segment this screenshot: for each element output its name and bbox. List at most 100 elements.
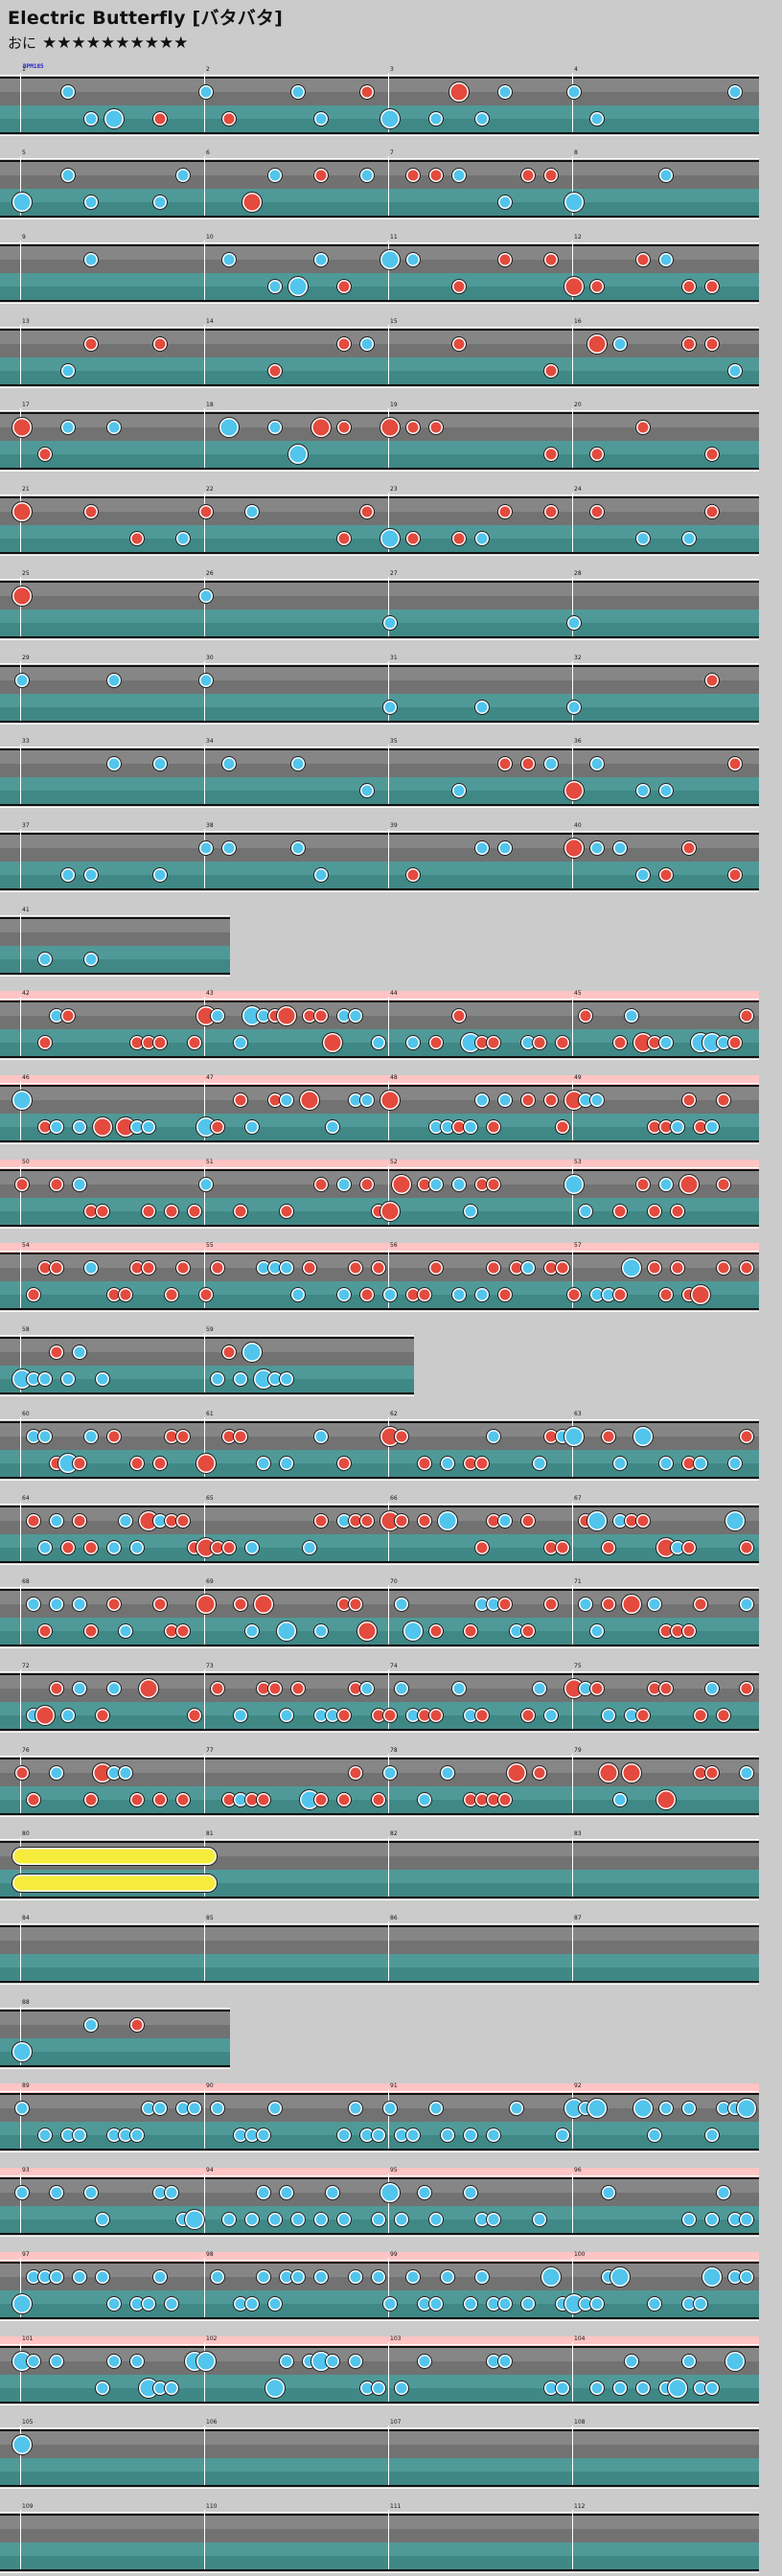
- gogo-time-band: [0, 1160, 759, 1171]
- measure-number: 70: [390, 1578, 398, 1585]
- don-note: [739, 1260, 754, 1276]
- measure-bar-line: [20, 1249, 21, 1308]
- measure-number: 82: [390, 1830, 398, 1837]
- chart-row: 9 10 11 12: [0, 234, 759, 304]
- ka-note: [486, 2128, 501, 2143]
- measure-number: 39: [390, 822, 398, 829]
- measure-number: 55: [206, 1242, 214, 1249]
- ka-note: [37, 952, 53, 967]
- measure-bar-line: [20, 493, 21, 552]
- ka-note: [632, 2098, 654, 2119]
- ka-note: [543, 1708, 559, 1723]
- measure-number: 48: [390, 1074, 398, 1081]
- don-note: [14, 1177, 30, 1192]
- don-note: [564, 780, 585, 801]
- ka-note: [83, 952, 99, 967]
- song-title: Electric Butterfly [バタバタ]: [8, 8, 284, 29]
- ka-note: [724, 1510, 746, 1531]
- measure-bar-line: [388, 2510, 389, 2569]
- don-note: [601, 1429, 616, 1444]
- don-note: [233, 1092, 248, 1108]
- ka-note: [566, 84, 582, 100]
- ka-note: [290, 1287, 306, 1302]
- measure-bar-line: [572, 1921, 573, 1981]
- ka-note: [198, 840, 214, 856]
- measure-number: 74: [390, 1663, 398, 1669]
- ka-note: [221, 756, 237, 771]
- ka-note: [83, 1429, 99, 1444]
- don-note: [681, 840, 697, 856]
- ka-note: [601, 2185, 616, 2200]
- measure-number: 100: [574, 2251, 586, 2258]
- don-note: [670, 1260, 685, 1276]
- note-lane: [0, 2175, 759, 2237]
- don-note: [141, 1204, 156, 1219]
- don-note: [152, 1792, 168, 1807]
- don-note: [83, 1623, 99, 1639]
- ka-note: [164, 2380, 179, 2396]
- don-note: [198, 1287, 214, 1302]
- don-note: [405, 867, 421, 883]
- ka-note: [276, 1621, 297, 1642]
- ka-note: [184, 2209, 205, 2230]
- don-note: [267, 1681, 283, 1696]
- measure-number: 69: [206, 1578, 214, 1585]
- chart-row: 41: [0, 907, 230, 977]
- measure-number: 105: [22, 2419, 34, 2426]
- ka-note: [382, 615, 398, 631]
- don-note: [391, 1174, 412, 1195]
- ka-note: [198, 588, 214, 604]
- ka-note: [279, 1456, 294, 1471]
- ka-note: [83, 195, 99, 210]
- ka-note: [635, 531, 651, 546]
- measure-number: 18: [206, 402, 214, 408]
- measure-bar-line: [204, 2089, 205, 2149]
- ka-note: [336, 2128, 352, 2143]
- don-note: [497, 1792, 513, 1807]
- ka-note: [612, 1456, 628, 1471]
- ka-note: [520, 1260, 536, 1276]
- don-note: [336, 336, 352, 352]
- measure-bar-line: [388, 2174, 389, 2233]
- ka-note: [313, 1623, 329, 1639]
- don-note: [313, 1008, 329, 1024]
- chart-row: 58 59: [0, 1326, 414, 1396]
- ka-note: [95, 1371, 110, 1387]
- ka-note: [739, 1765, 754, 1781]
- don-note: [486, 1035, 501, 1050]
- ka-note: [693, 2296, 708, 2312]
- measure-bar-line: [572, 1837, 573, 1897]
- ka-note: [348, 2354, 363, 2369]
- don-note: [612, 1287, 628, 1302]
- measure-bar-line: [204, 1249, 205, 1308]
- measure-number: 14: [206, 318, 214, 325]
- measure-bar-line: [572, 493, 573, 552]
- ka-note: [681, 2212, 697, 2227]
- measure-number: 23: [390, 486, 398, 493]
- ka-note: [451, 1681, 467, 1696]
- ka-note: [704, 2128, 720, 2143]
- ka-note: [681, 2101, 697, 2116]
- ka-note: [288, 444, 309, 465]
- ka-note: [72, 1345, 87, 1360]
- don-note: [690, 1284, 711, 1305]
- ka-note: [635, 867, 651, 883]
- ka-note: [647, 2296, 662, 2312]
- note-lane: [0, 327, 759, 388]
- measure-number: 22: [206, 486, 214, 493]
- ka-note: [106, 420, 122, 435]
- ka-note: [428, 1177, 444, 1192]
- measure-bar-line: [572, 2342, 573, 2402]
- don-note: [14, 1765, 30, 1781]
- don-note: [95, 1204, 110, 1219]
- measure-number: 6: [206, 150, 210, 156]
- measure-number: 75: [574, 1663, 582, 1669]
- don-note: [26, 1792, 41, 1807]
- note-lane: [0, 1083, 759, 1144]
- measure-number: 97: [22, 2251, 30, 2258]
- measure-bar-line: [572, 2174, 573, 2233]
- ka-note: [532, 1681, 547, 1696]
- ka-note: [739, 2269, 754, 2285]
- course-label: おに: [8, 34, 37, 52]
- ka-note: [198, 84, 214, 100]
